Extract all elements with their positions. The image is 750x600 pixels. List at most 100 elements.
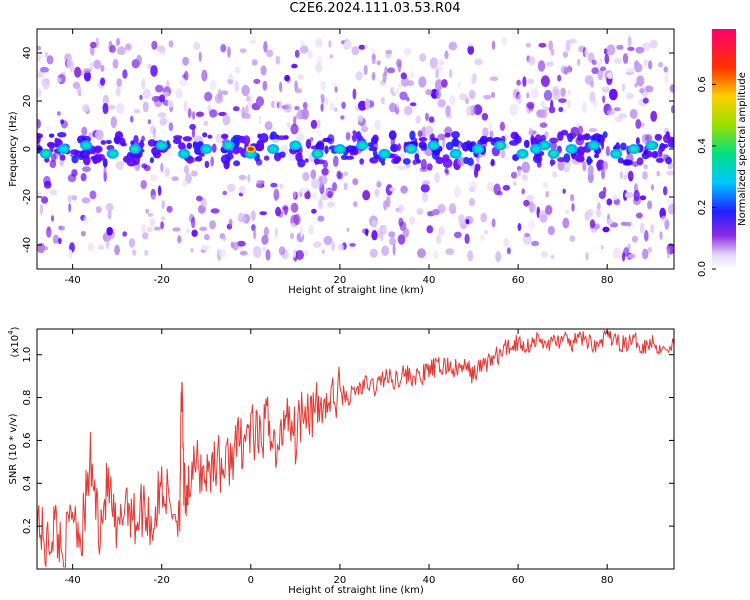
- heatmap-cell: [97, 244, 105, 251]
- heatmap-cell: [600, 66, 607, 72]
- heatmap-cell: [37, 134, 41, 144]
- colorbar-tick-label: 0.6: [697, 76, 708, 92]
- heatmap-cell: [671, 105, 674, 114]
- heatmap-cell: [300, 39, 304, 46]
- heatmap-cell: [106, 237, 110, 250]
- heatmap-cell: [49, 159, 57, 169]
- heatmap-cell: [198, 51, 202, 62]
- heatmap-cell: [642, 171, 648, 180]
- heatmap-cell: [247, 174, 251, 183]
- heatmap-cell: [660, 143, 669, 149]
- heatmap-cell: [611, 194, 619, 201]
- heatmap-cell: [482, 127, 489, 138]
- heatmap-band-core: [291, 142, 299, 149]
- heatmap-cell: [237, 240, 246, 247]
- x-tick-label: -40: [64, 275, 80, 286]
- heatmap-cell: [483, 94, 492, 100]
- heatmap-cell: [458, 214, 465, 224]
- heatmap-band-core: [158, 142, 166, 149]
- heatmap-cell: [252, 245, 262, 258]
- heatmap-cell: [491, 218, 496, 228]
- heatmap-cell: [420, 183, 430, 193]
- heatmap-cell: [71, 155, 79, 164]
- snr-y-label: SNR (10 * v/v): [8, 413, 19, 484]
- heatmap-cell: [489, 76, 499, 82]
- heatmap-cell: [262, 80, 268, 91]
- heatmap-cell: [290, 202, 299, 213]
- heatmap-cell: [503, 237, 510, 247]
- heatmap-cell: [434, 79, 444, 91]
- heatmap-cell: [199, 226, 208, 231]
- heatmap-cell: [251, 224, 256, 232]
- heatmap-band-core: [202, 146, 210, 152]
- heatmap-cell: [454, 185, 461, 198]
- heatmap-cell: [537, 60, 546, 72]
- heatmap-cell: [119, 137, 126, 146]
- heatmap-cell: [665, 156, 672, 165]
- heatmap-cell: [71, 195, 78, 201]
- heatmap-cell: [437, 99, 446, 108]
- heatmap-cell: [239, 250, 248, 256]
- heatmap-cell: [328, 40, 332, 48]
- x-tick-label: -20: [154, 275, 170, 286]
- heatmap-cell: [162, 91, 170, 96]
- heatmap-cell: [479, 135, 489, 145]
- heatmap-cell: [417, 248, 426, 259]
- heatmap-band-core: [519, 151, 526, 157]
- heatmap-cell: [279, 183, 284, 190]
- heatmap-cell: [159, 117, 168, 126]
- heatmap-cell: [171, 176, 179, 182]
- snr-x-label: Height of straight line (km): [288, 585, 424, 596]
- heatmap-cell: [253, 78, 261, 84]
- y-tick-label: 0.6: [22, 432, 33, 448]
- heatmap-cell: [263, 41, 268, 53]
- heatmap-cell: [428, 116, 435, 123]
- heatmap-cell: [238, 185, 246, 194]
- heatmap-cell: [286, 122, 291, 128]
- heatmap-cell: [416, 208, 424, 216]
- heatmap-cell: [626, 67, 635, 73]
- heatmap-cell: [83, 68, 92, 74]
- heatmap-cell: [321, 167, 329, 176]
- heatmap-cell: [297, 109, 306, 120]
- heatmap-cell: [182, 136, 193, 142]
- heatmap-band-core: [452, 151, 460, 157]
- heatmap-cell: [157, 185, 162, 196]
- heatmap-cell: [60, 119, 65, 125]
- heatmap-band-core: [109, 151, 117, 157]
- heatmap-cell: [558, 98, 567, 103]
- heatmap-cell: [196, 195, 203, 202]
- heatmap-cell: [636, 75, 645, 87]
- heatmap-cell: [582, 161, 587, 172]
- heatmap-cell: [581, 101, 587, 114]
- heatmap-cell: [467, 42, 474, 47]
- heatmap-cell: [295, 88, 303, 94]
- heatmap-cell: [275, 206, 282, 217]
- heatmap-cell: [371, 71, 376, 81]
- heatmap-cell: [599, 57, 603, 64]
- heatmap-cell: [289, 232, 295, 239]
- heatmap-cell: [531, 240, 540, 247]
- heatmap-cell: [160, 162, 164, 173]
- y-tick-label: 0: [22, 146, 33, 152]
- heatmap-cell: [103, 166, 107, 178]
- heatmap-cell: [46, 55, 54, 65]
- heatmap-band-core: [225, 142, 232, 149]
- snr-y-scale-suffix: ): [10, 326, 21, 330]
- heatmap-cell: [642, 248, 649, 260]
- heatmap-cell: [635, 212, 643, 219]
- heatmap-cell: [155, 84, 164, 93]
- heatmap-cell: [445, 105, 451, 117]
- heatmap-cell: [105, 139, 112, 145]
- heatmap-band-core: [269, 146, 277, 152]
- heatmap-cell: [172, 227, 181, 232]
- heatmap-cell: [234, 80, 239, 93]
- heatmap-peak-core: [247, 147, 254, 151]
- heatmap-cell: [327, 201, 335, 208]
- heatmap-cell: [666, 196, 673, 206]
- heatmap-cell: [624, 159, 633, 166]
- heatmap-cell: [645, 43, 649, 51]
- x-tick-label: 0: [248, 575, 254, 586]
- heatmap-cell: [394, 156, 402, 161]
- heatmap-cell: [292, 249, 296, 258]
